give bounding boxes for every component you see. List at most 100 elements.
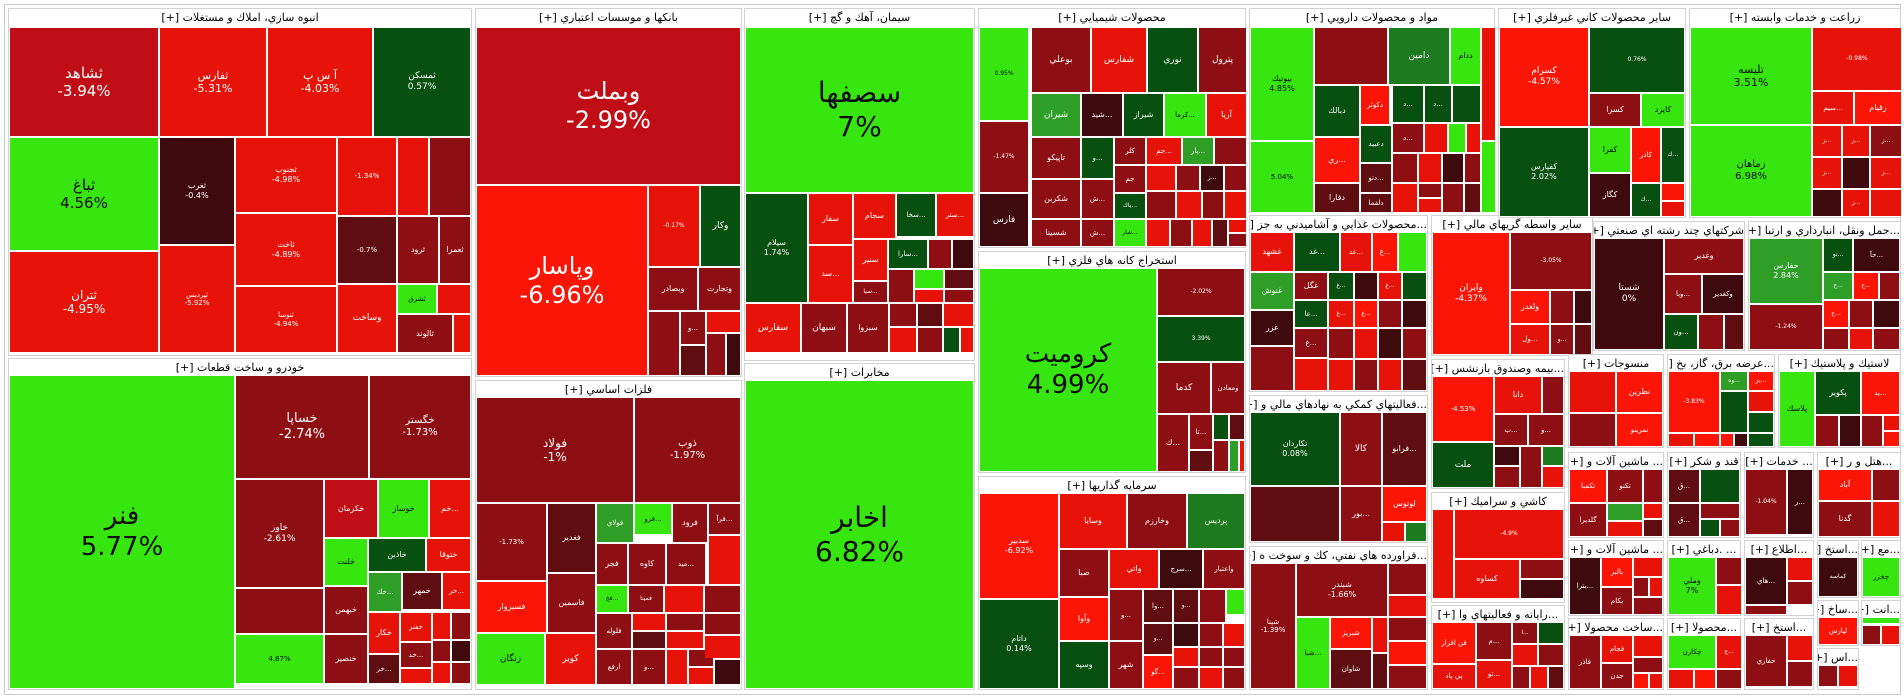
sector-header[interactable]: ...اس [+] <box>1818 649 1858 666</box>
stock-tile-چخزر[interactable]: چخزر <box>1863 558 1899 596</box>
stock-tile[interactable] <box>1315 28 1387 84</box>
stock-tile-كالا[interactable]: كالا <box>1341 413 1381 485</box>
stock-tile[interactable] <box>1355 360 1377 390</box>
stock-tile-ثرود[interactable]: ثرود <box>398 217 438 283</box>
stock-tile[interactable] <box>1874 329 1899 349</box>
stock-tile-پي پاد[interactable]: پي پاد <box>1433 665 1475 688</box>
stock-tile-پترول[interactable]: پترول <box>1199 28 1246 92</box>
sector-header[interactable]: انبوه سازي، املاك و مستغلات [+] <box>9 9 471 26</box>
stock-tile[interactable] <box>1850 301 1872 327</box>
sector-header[interactable]: ...استخ [+] <box>1745 619 1813 636</box>
stock-tile[interactable] <box>649 312 679 375</box>
stock-tile[interactable] <box>1725 315 1743 349</box>
stock-tile-كروميت[interactable]: كروميت 4.99% <box>980 269 1156 471</box>
sector-header[interactable]: ... خدمات [+] <box>1745 453 1813 470</box>
stock-tile-آباد[interactable]: آباد <box>1819 470 1871 500</box>
stock-tile-ثعمرا[interactable]: ثعمرا <box>440 217 470 283</box>
stock-tile-دكوثر[interactable]: دكوثر <box>1361 86 1389 124</box>
stock-tile[interactable] <box>1406 523 1426 541</box>
stock-tile[interactable] <box>1393 184 1417 212</box>
stock-tile[interactable] <box>1539 645 1563 665</box>
stock-tile-ثشاهد[interactable]: ثشاهد -3.94% <box>10 28 158 136</box>
stock-tile-وسايا[interactable]: وسايا <box>1060 494 1126 548</box>
stock-tile[interactable] <box>929 240 951 268</box>
stock-tile-...بترا[interactable]: ...بترا <box>1570 558 1600 614</box>
stock-tile-...د[interactable]: ...د <box>1393 124 1423 152</box>
stock-tile-...خد[interactable]: ...خد <box>401 643 431 667</box>
stock-tile[interactable] <box>1521 560 1563 578</box>
stock-tile-خنصير[interactable]: خنصير <box>325 635 367 683</box>
stock-tile[interactable] <box>1549 667 1563 688</box>
stock-tile[interactable] <box>1465 154 1480 182</box>
stock-tile[interactable] <box>1749 434 1773 446</box>
stock-tile[interactable] <box>1873 502 1899 536</box>
stock-tile-لپارس[interactable]: لپارس <box>1819 618 1857 644</box>
stock-tile-...خم[interactable]: ...خم <box>430 480 470 537</box>
stock-tile-كلر[interactable]: كلر <box>1115 138 1145 164</box>
stock-tile-...يز[interactable]: ...يز <box>1749 372 1773 390</box>
stock-tile[interactable] <box>915 290 943 302</box>
stock-tile-...ري[interactable]: ...ري <box>1315 138 1359 182</box>
stock-tile-...ك[interactable]: ...ك <box>1662 128 1684 182</box>
stock-tile-پرديس[interactable]: پرديس <box>1188 494 1244 548</box>
stock-tile[interactable] <box>1251 487 1339 541</box>
stock-tile-خوساز[interactable]: خوساز <box>379 480 428 537</box>
stock-tile-...وبا[interactable]: ...وبا <box>1665 275 1701 313</box>
stock-tile-حفاري[interactable]: حفاري <box>1746 636 1786 686</box>
stock-tile-سيلام[interactable]: سيلام 1.74% <box>746 194 807 302</box>
stock-tile-غشهد[interactable]: غشهد <box>1251 233 1293 271</box>
stock-tile[interactable] <box>1608 522 1642 536</box>
stock-tile[interactable] <box>1788 662 1812 686</box>
stock-tile-...حآ[interactable]: ...حآ <box>1854 239 1899 271</box>
stock-tile[interactable] <box>1862 416 1882 446</box>
stock-tile[interactable] <box>1824 329 1848 349</box>
stock-tile[interactable] <box>945 290 973 302</box>
stock-tile[interactable] <box>1419 184 1441 197</box>
stock-tile-...ا[interactable]: ...ا <box>1513 623 1537 643</box>
stock-tile-شفارس[interactable]: شفارس <box>1092 28 1146 92</box>
stock-tile[interactable] <box>1214 415 1228 439</box>
stock-tile[interactable] <box>1813 190 1841 216</box>
sector-header[interactable]: استخراج كانه هاي فلزي [+] <box>979 252 1245 269</box>
stock-tile[interactable] <box>1662 184 1684 200</box>
stock-tile[interactable] <box>1389 618 1426 640</box>
stock-tile[interactable] <box>1419 154 1441 182</box>
sector-header[interactable]: ...مع [+] <box>1862 541 1900 558</box>
stock-tile[interactable] <box>1551 291 1573 323</box>
stock-tile[interactable] <box>1749 392 1773 411</box>
stock-tile-ثشرق[interactable]: ثشرق <box>398 285 436 313</box>
stock-tile[interactable]: -1.73% <box>477 504 546 580</box>
stock-tile[interactable]: 3.39% <box>1158 317 1244 361</box>
stock-tile[interactable] <box>1634 558 1662 576</box>
sector-header[interactable]: محصولات شيميايي [+] <box>979 9 1245 26</box>
stock-tile[interactable] <box>1174 624 1198 646</box>
stock-tile[interactable] <box>1389 596 1426 616</box>
stock-tile[interactable] <box>1575 325 1591 354</box>
stock-tile[interactable]: -4.9% <box>1455 510 1563 558</box>
stock-tile-دانا[interactable]: دانا <box>1495 377 1541 413</box>
stock-tile[interactable] <box>1225 166 1246 190</box>
stock-tile[interactable] <box>1171 220 1191 246</box>
stock-tile[interactable] <box>689 668 713 684</box>
stock-tile-ذوب[interactable]: ذوب -1.97% <box>635 398 740 502</box>
stock-tile[interactable] <box>1882 626 1899 644</box>
stock-tile-وبملت[interactable]: وبملت -2.99% <box>477 28 740 184</box>
stock-tile-...ول[interactable]: ...ول <box>1511 325 1549 354</box>
stock-tile[interactable] <box>1570 372 1615 412</box>
stock-tile-فجر[interactable]: فجر <box>597 544 627 584</box>
stock-tile[interactable]: -1.34% <box>338 138 396 215</box>
stock-tile[interactable] <box>433 613 450 639</box>
sector-header[interactable]: ...محصولات غذايي و آشاميدني به جز [+] <box>1250 216 1427 233</box>
stock-tile-ختوقا[interactable]: ختوقا <box>427 539 470 571</box>
stock-tile-فنر[interactable]: فنر 5.77% <box>10 376 234 688</box>
stock-tile-...خر[interactable]: ...خر <box>443 573 470 609</box>
stock-tile-تكاردان[interactable]: تكاردان 0.08% <box>1251 413 1339 485</box>
stock-tile-...غ[interactable]: ...غ <box>1373 233 1397 271</box>
stock-tile-ددام[interactable]: ددام <box>1451 28 1480 84</box>
stock-tile[interactable] <box>1373 618 1387 652</box>
stock-tile-...تا[interactable]: ...تا <box>1190 415 1212 449</box>
stock-tile[interactable] <box>452 663 470 683</box>
stock-tile-...خر[interactable]: ...خر <box>369 655 399 683</box>
stock-tile-شستا[interactable]: شستا 0% <box>1595 239 1663 349</box>
sector-header[interactable]: ...بيمه وصندوق بازنشس [+] <box>1432 360 1564 377</box>
